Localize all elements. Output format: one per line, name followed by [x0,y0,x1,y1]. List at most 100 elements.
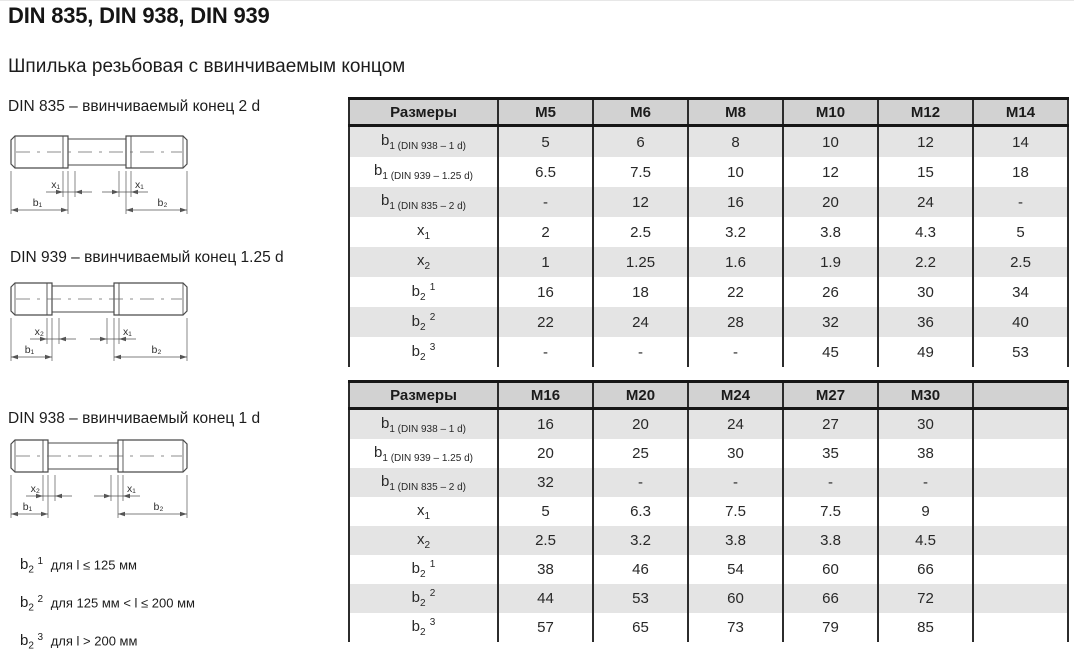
column-header: M12 [877,97,973,127]
svg-text:b₂: b₂ [158,197,168,209]
table-row: b1 (DIN 835 – 2 d) 32- - - - [348,468,1069,497]
value-cell: 20 [782,187,878,217]
value-cell [972,468,1069,497]
value-cell: 2.5 [497,526,593,555]
table-row: b1 (DIN 938 – 1 d) 5 6 8 10 12 14 [348,125,1069,157]
value-cell: 38 [877,439,973,468]
svg-text:x₁: x₁ [135,179,144,191]
value-cell: 3.8 [687,526,783,555]
footnote: b2 1 для l ≤ 125 мм [20,556,137,576]
stud-technical-drawing: x₂ x₁ b₁ b₂ [10,439,188,518]
row-label: b2 1 [348,555,498,584]
value-cell: 18 [972,157,1069,187]
value-cell: 35 [782,439,878,468]
value-cell: 28 [687,307,783,337]
value-cell: 85 [877,613,973,642]
value-cell: 27 [782,408,878,439]
value-cell: 18 [592,277,688,307]
svg-text:x₁: x₁ [127,483,136,495]
value-cell: 8 [687,125,783,157]
value-cell: 54 [687,555,783,584]
value-cell: 79 [782,613,878,642]
table-row: b1 (DIN 835 – 2 d) -12 16 20 24- [348,187,1069,217]
value-cell: 30 [877,408,973,439]
value-cell: 6.3 [592,497,688,526]
svg-text:x₁: x₁ [123,326,132,338]
row-label: b1 (DIN 939 – 1.25 d) [348,157,498,187]
row-label: b1 (DIN 938 – 1 d) [348,408,498,439]
drawing-caption-din938: DIN 938 – ввинчиваемый конец 1 d [8,410,261,427]
value-cell: 5 [497,125,593,157]
column-header: M27 [782,380,878,410]
table-row: x2 2.5 3.2 3.8 3.8 4.5 [348,526,1069,555]
row-label: b2 1 [348,277,498,307]
stud-technical-drawing: x₂ x₁ b₁ b₂ [10,282,188,361]
value-cell: 9 [877,497,973,526]
row-label: b2 2 [348,307,498,337]
value-cell: - [497,187,593,217]
value-cell: 1.6 [687,247,783,277]
value-cell: 16 [497,408,593,439]
value-cell [972,526,1069,555]
value-cell: 4.3 [877,217,973,247]
column-header: M10 [782,97,878,127]
header-row: Размеры M5 M6 M8 M10 M12 M14 [348,97,1069,127]
value-cell: 1 [497,247,593,277]
value-cell: 40 [972,307,1069,337]
stud-drawing-din938: x₂ x₁ b₁ b₂ [6,434,201,534]
column-header: M16 [497,380,593,410]
table-row: x1 5 6.3 7.5 7.5 9 [348,497,1069,526]
value-cell: 38 [497,555,593,584]
value-cell: 20 [592,408,688,439]
value-cell: 25 [592,439,688,468]
page-title: DIN 835, DIN 938, DIN 939 [8,3,270,28]
value-cell: 12 [782,157,878,187]
value-cell: 4.5 [877,526,973,555]
column-header: Размеры [348,97,498,127]
value-cell [972,439,1069,468]
column-header: M14 [972,97,1069,127]
svg-text:b₁: b₁ [25,344,35,356]
value-cell: - [687,468,783,497]
svg-text:b₂: b₂ [152,344,162,356]
value-cell: 49 [877,337,973,367]
din-table-m5-m14: Размеры M5 M6 M8 M10 M12 M14 b1 (DIN 938 – 1 d)… [348,97,1069,367]
value-cell: 1.25 [592,247,688,277]
value-cell: 44 [497,584,593,613]
value-cell: 7.5 [687,497,783,526]
value-cell: 15 [877,157,973,187]
value-cell: 66 [877,555,973,584]
table-row: b2 1 16 18 22 26 30 34 [348,277,1069,307]
value-cell: - [972,187,1069,217]
value-cell: 6 [592,125,688,157]
value-cell: 12 [877,125,973,157]
value-cell: 2 [497,217,593,247]
table-row: b1 (DIN 938 – 1 d) 16 20 24 27 30 [348,408,1069,439]
column-header: Размеры [348,380,498,410]
row-label: b1 (DIN 938 – 1 d) [348,125,498,157]
column-header: M8 [687,97,783,127]
value-cell: 53 [972,337,1069,367]
din-table-m16-m30: Размеры M16 M20 M24 M27 M30 b1 (DIN 938 – 1 d)… [348,380,1069,642]
value-cell: 3.8 [782,217,878,247]
column-header: M24 [687,380,783,410]
value-cell: 20 [497,439,593,468]
value-cell: 46 [592,555,688,584]
footnote: b2 3 для l > 200 мм [20,631,138,652]
svg-text:x₁: x₁ [51,179,60,191]
svg-text:x₂: x₂ [31,483,40,495]
value-cell: 22 [497,307,593,337]
table-row: b1 (DIN 939 – 1.25 d) 20 25 30 35 38 [348,439,1069,468]
table-row: b2 2 44 53 60 66 72 [348,584,1069,613]
value-cell: 45 [782,337,878,367]
value-cell: 30 [687,439,783,468]
value-cell: 16 [687,187,783,217]
value-cell: 72 [877,584,973,613]
row-label: b2 3 [348,337,498,367]
value-cell: 3.2 [687,217,783,247]
row-label: b1 (DIN 939 – 1.25 d) [348,439,498,468]
svg-text:b₁: b₁ [33,197,43,209]
svg-text:b₂: b₂ [154,501,164,513]
value-cell: 22 [687,277,783,307]
table-row: b1 (DIN 939 – 1.25 d) 6.5 7.5 10 12 15 18 [348,157,1069,187]
